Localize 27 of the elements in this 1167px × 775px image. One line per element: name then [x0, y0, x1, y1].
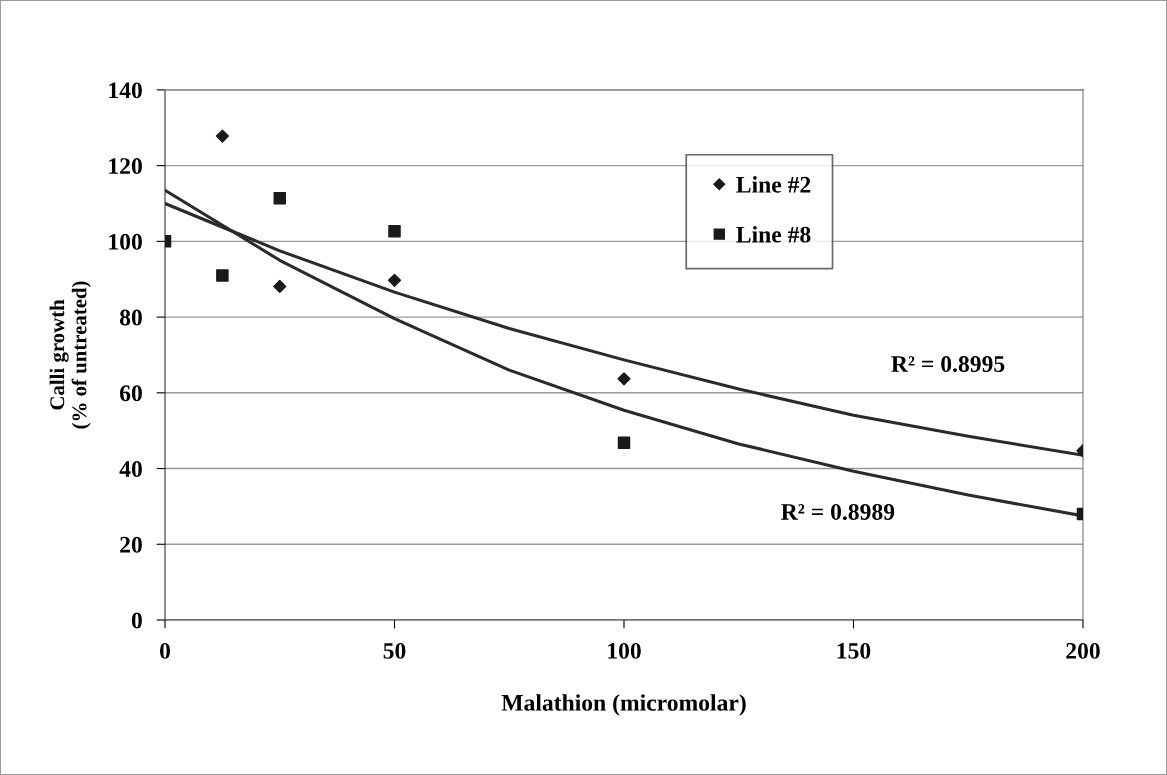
x-tick-label: 0 [160, 642, 171, 659]
x-tick-label: 200 [1066, 642, 1100, 659]
annotation: R² = 0.8989 [781, 503, 895, 520]
x-tick-label: 150 [837, 642, 871, 659]
y-tick-label: 60 [119, 385, 142, 402]
y-axis-title: Calli growth (% of untreated) [49, 281, 91, 429]
point [273, 191, 287, 205]
x-tick-label: 100 [608, 642, 641, 659]
y-tick-label: 120 [109, 158, 142, 175]
legend-label: Line #2 [736, 176, 811, 193]
point [216, 269, 229, 282]
y-tick-label: 20 [120, 536, 142, 553]
annotation: R² = 0.8995 [891, 356, 1005, 373]
y-tick-label: 140 [109, 82, 142, 99]
point [617, 372, 631, 386]
point [215, 129, 229, 143]
point [273, 279, 287, 294]
legend-label: Line #8 [736, 226, 811, 243]
point [387, 273, 402, 287]
y-tick-label: 100 [109, 233, 142, 250]
y-tick-label: 40 [119, 461, 142, 477]
y-tick-label: 0 [131, 612, 142, 629]
x-tick-label: 50 [383, 642, 406, 659]
x-axis-title: Malathion (micromolar) [501, 694, 746, 716]
point [388, 224, 401, 238]
point [617, 436, 631, 450]
y-tick-label: 80 [119, 309, 142, 326]
